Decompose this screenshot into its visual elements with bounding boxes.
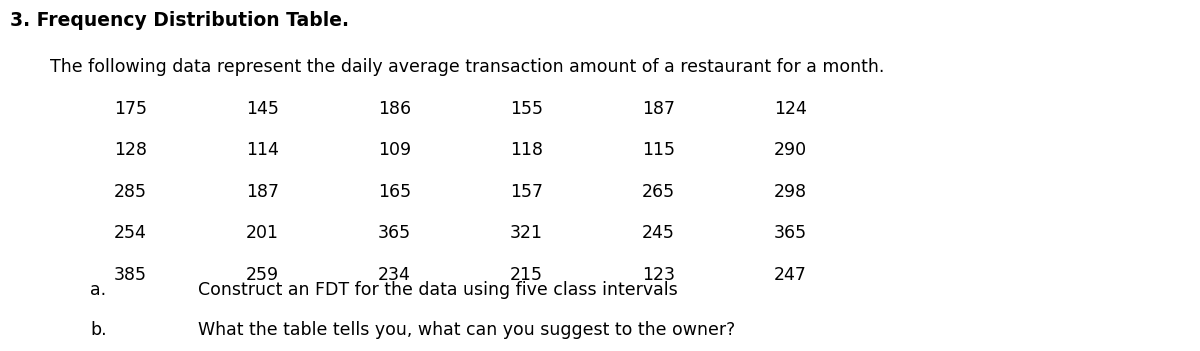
Text: 115: 115 <box>642 141 674 159</box>
Text: 201: 201 <box>246 224 278 242</box>
Text: 285: 285 <box>114 183 148 201</box>
Text: 165: 165 <box>378 183 412 201</box>
Text: 123: 123 <box>642 266 674 284</box>
Text: 128: 128 <box>114 141 148 159</box>
Text: 298: 298 <box>774 183 808 201</box>
Text: 186: 186 <box>378 100 412 118</box>
Text: 254: 254 <box>114 224 146 242</box>
Text: 187: 187 <box>642 100 674 118</box>
Text: 3. Frequency Distribution Table.: 3. Frequency Distribution Table. <box>10 11 349 29</box>
Text: 215: 215 <box>510 266 542 284</box>
Text: 124: 124 <box>774 100 806 118</box>
Text: 234: 234 <box>378 266 410 284</box>
Text: 157: 157 <box>510 183 542 201</box>
Text: 385: 385 <box>114 266 148 284</box>
Text: 109: 109 <box>378 141 412 159</box>
Text: 114: 114 <box>246 141 278 159</box>
Text: 321: 321 <box>510 224 542 242</box>
Text: Construct an FDT for the data using five class intervals: Construct an FDT for the data using five… <box>198 281 678 299</box>
Text: 265: 265 <box>642 183 676 201</box>
Text: What the table tells you, what can you suggest to the owner?: What the table tells you, what can you s… <box>198 321 736 339</box>
Text: a.: a. <box>90 281 106 299</box>
Text: 155: 155 <box>510 100 542 118</box>
Text: 187: 187 <box>246 183 278 201</box>
Text: 290: 290 <box>774 141 808 159</box>
Text: 259: 259 <box>246 266 280 284</box>
Text: 118: 118 <box>510 141 542 159</box>
Text: The following data represent the daily average transaction amount of a restauran: The following data represent the daily a… <box>50 58 884 76</box>
Text: 245: 245 <box>642 224 674 242</box>
Text: 365: 365 <box>774 224 808 242</box>
Text: 175: 175 <box>114 100 148 118</box>
Text: 365: 365 <box>378 224 412 242</box>
Text: 145: 145 <box>246 100 278 118</box>
Text: 247: 247 <box>774 266 806 284</box>
Text: b.: b. <box>90 321 107 339</box>
